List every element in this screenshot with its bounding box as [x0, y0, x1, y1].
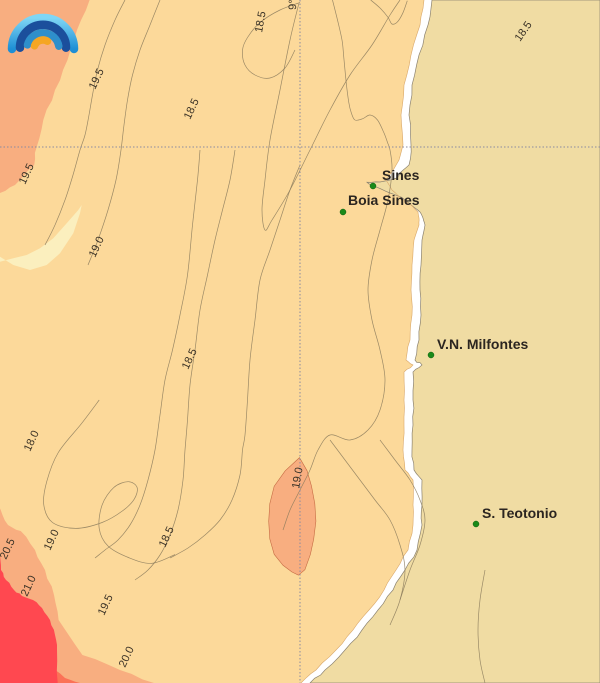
svg-text:V.N. Milfontes: V.N. Milfontes: [437, 336, 528, 352]
svg-text:S. Teotonio: S. Teotonio: [482, 505, 557, 521]
svg-text:9°W: 9°W: [287, 0, 300, 10]
svg-text:Sines: Sines: [382, 167, 420, 183]
svg-text:Boia Sines: Boia Sines: [348, 192, 420, 208]
